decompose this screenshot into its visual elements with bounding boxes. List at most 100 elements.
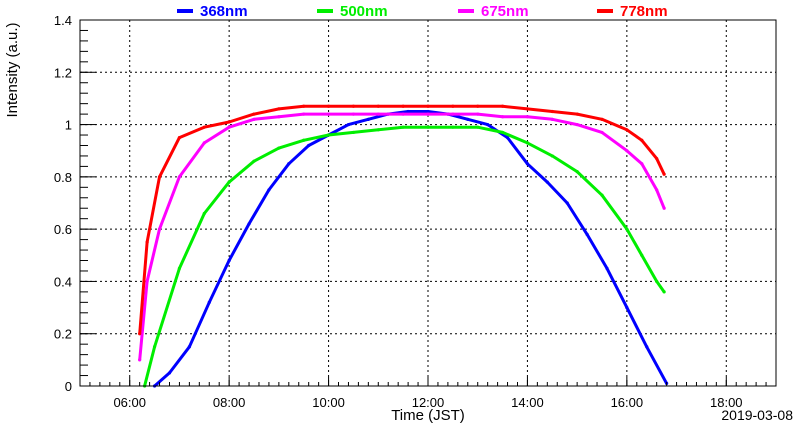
data-point-778nm: [302, 104, 306, 108]
data-point-368nm: [227, 258, 231, 263]
data-point-778nm: [145, 240, 149, 244]
x-tick-label: 08:00: [213, 395, 246, 410]
data-point-368nm: [167, 371, 172, 375]
data-point-675nm: [600, 130, 604, 135]
grid-lines: [80, 20, 776, 386]
data-point-500nm: [550, 154, 554, 158]
data-point-675nm: [426, 112, 430, 116]
series-line-778nm: [138, 104, 666, 334]
data-point-778nm: [426, 104, 430, 108]
data-point-500nm: [525, 141, 530, 145]
series-line-368nm: [153, 110, 668, 388]
data-point-675nm: [177, 175, 182, 179]
x-tick-label: 16:00: [611, 395, 644, 410]
data-point-675nm: [376, 112, 380, 116]
data-point-778nm: [177, 136, 182, 140]
y-tick-label: 1.2: [54, 65, 72, 80]
y-tick-label: 0.8: [54, 170, 72, 185]
data-point-368nm: [645, 345, 649, 349]
data-point-675nm: [138, 358, 142, 362]
data-point-368nm: [366, 117, 370, 121]
data-point-778nm: [351, 104, 356, 108]
data-point-778nm: [625, 128, 629, 132]
data-point-778nm: [662, 172, 666, 176]
data-point-368nm: [505, 136, 510, 140]
series-line-500nm: [143, 125, 666, 387]
data-point-675nm: [202, 141, 206, 145]
data-point-368nm: [486, 122, 490, 127]
y-axis-title: Intensity (a.u.): [4, 22, 21, 117]
data-point-368nm: [267, 188, 271, 192]
data-point-778nm: [227, 120, 231, 124]
data-point-675nm: [550, 117, 554, 121]
data-point-675nm: [476, 112, 480, 116]
data-point-778nm: [575, 112, 579, 116]
data-point-368nm: [585, 232, 589, 236]
data-point-500nm: [252, 159, 256, 163]
data-point-500nm: [152, 345, 157, 349]
x-tick-label: 10:00: [312, 395, 345, 410]
data-point-500nm: [177, 266, 182, 270]
data-point-675nm: [655, 188, 659, 192]
data-point-778nm: [525, 107, 530, 111]
data-point-778nm: [376, 104, 380, 108]
data-point-500nm: [655, 279, 659, 284]
data-point-368nm: [247, 222, 251, 226]
legend-label-675nm: 675nm: [481, 3, 529, 20]
data-point-675nm: [662, 206, 666, 210]
data-point-500nm: [302, 138, 306, 142]
data-point-675nm: [525, 115, 530, 119]
data-point-675nm: [451, 112, 455, 116]
y-tick-label: 0.4: [54, 274, 72, 289]
data-point-778nm: [157, 175, 162, 179]
data-point-368nm: [207, 300, 211, 304]
data-point-500nm: [277, 146, 281, 150]
data-point-675nm: [145, 279, 149, 284]
data-point-500nm: [600, 193, 604, 197]
data-point-778nm: [550, 109, 554, 114]
data-point-368nm: [187, 345, 191, 349]
data-point-500nm: [500, 130, 505, 135]
legend-label-778nm: 778nm: [620, 3, 668, 20]
data-point-778nm: [401, 104, 405, 108]
y-tick-label: 0.2: [54, 327, 72, 342]
data-point-675nm: [157, 227, 162, 231]
data-point-500nm: [625, 227, 629, 231]
y-tick-label: 1.4: [54, 13, 72, 28]
date-label: 2019-03-08: [721, 407, 793, 423]
data-point-368nm: [406, 109, 410, 114]
legend-label-368nm: 368nm: [200, 3, 248, 20]
x-tick-label: 18:00: [710, 395, 743, 410]
data-point-500nm: [326, 133, 331, 137]
data-point-500nm: [376, 128, 380, 132]
data-point-500nm: [575, 170, 579, 174]
data-point-500nm: [476, 125, 480, 129]
x-axis-title: Time (JST): [391, 407, 465, 424]
data-point-368nm: [466, 117, 470, 121]
data-point-368nm: [525, 162, 530, 166]
data-point-368nm: [287, 162, 291, 166]
data-point-778nm: [476, 104, 480, 108]
data-point-778nm: [655, 156, 659, 161]
data-point-500nm: [426, 125, 430, 129]
series-lines: [138, 104, 669, 388]
data-point-675nm: [326, 112, 331, 116]
series-line-675nm: [138, 112, 666, 361]
data-point-500nm: [401, 125, 405, 129]
axis-ticks: 06:00 08:00 10:00 12:00 14:00 16:00 18:00 0 0.2 0…: [54, 13, 777, 410]
data-point-675nm: [252, 117, 256, 121]
y-tick-label: 0: [65, 379, 72, 394]
data-point-368nm: [565, 201, 569, 205]
data-point-778nm: [600, 117, 604, 121]
data-point-368nm: [307, 143, 311, 148]
legend-label-500nm: 500nm: [340, 3, 388, 20]
data-point-778nm: [277, 107, 281, 111]
data-point-500nm: [451, 125, 455, 129]
data-point-675nm: [625, 149, 629, 153]
data-point-500nm: [351, 130, 356, 135]
data-point-368nm: [426, 109, 430, 114]
data-point-675nm: [302, 112, 306, 116]
data-point-778nm: [451, 104, 455, 108]
data-point-500nm: [662, 290, 666, 294]
